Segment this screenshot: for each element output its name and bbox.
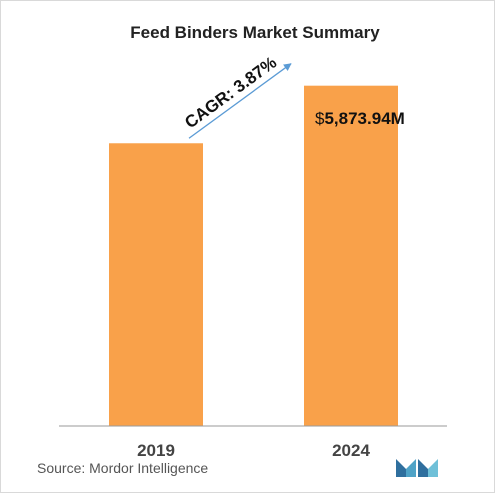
mordor-intelligence-logo-icon [396,459,438,477]
x-tick-labels: 2019 2024 [137,441,370,460]
cagr-label: CAGR: 3.87% [181,53,280,132]
cagr-arrow [188,63,292,139]
x-tick-label-2019: 2019 [137,441,175,460]
bar-value-label: $5,873.94M [315,109,405,128]
currency-prefix: $ [315,109,325,128]
bar-2024 [304,85,398,427]
bars-group [109,85,398,427]
value-text: 5,873.94M [324,109,404,128]
source-note: Source: Mordor Intelligence [37,460,208,476]
chart-title: Feed Binders Market Summary [130,23,380,42]
x-tick-label-2024: 2024 [332,441,370,460]
bar-2019 [109,143,203,426]
